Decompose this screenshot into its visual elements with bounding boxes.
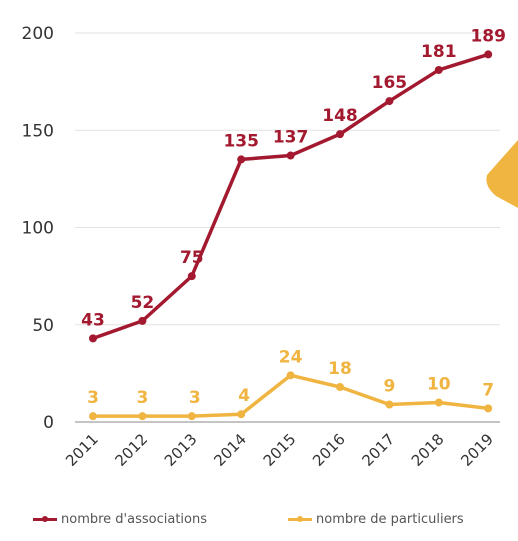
data-label: 10 <box>427 375 451 395</box>
data-point <box>138 316 147 325</box>
y-tick-label: 100 <box>22 219 54 239</box>
x-axis-ticks: 2011 2012 2013 2014 2015 2016 2017 2018 2019 <box>62 430 497 470</box>
x-tick-label: 2014 <box>210 430 250 470</box>
x-tick-label: 2018 <box>408 430 448 470</box>
data-point <box>336 382 344 391</box>
series-0: 43 52 75 135 137 148 165 181 189 <box>81 26 506 343</box>
data-label: 181 <box>421 42 457 62</box>
decorative-orange-shape <box>486 140 518 208</box>
y-axis-ticks: 0 50 100 150 200 <box>22 24 54 433</box>
data-label: 75 <box>180 248 204 268</box>
gridlines <box>75 32 500 423</box>
data-point <box>237 155 246 164</box>
data-point <box>89 334 97 343</box>
x-tick-label: 2015 <box>260 430 300 470</box>
data-point <box>89 412 97 421</box>
data-point <box>187 412 196 421</box>
data-point <box>187 272 196 281</box>
x-tick-label: 2011 <box>62 430 102 470</box>
data-point <box>484 50 493 59</box>
data-label: 7 <box>482 380 494 400</box>
data-label: 18 <box>328 359 352 379</box>
data-label: 24 <box>279 347 303 367</box>
data-point <box>484 404 493 413</box>
x-tick-label: 2017 <box>358 430 398 470</box>
x-tick-label: 2012 <box>111 430 151 470</box>
data-label: 9 <box>383 376 395 396</box>
data-point <box>138 412 147 421</box>
x-tick-label: 2016 <box>309 430 349 470</box>
legend-associations: nombre d'associations <box>33 512 207 527</box>
data-label: 3 <box>136 388 148 408</box>
data-label: 52 <box>131 293 155 313</box>
data-label: 148 <box>322 106 358 126</box>
data-label: 135 <box>223 131 259 151</box>
data-point <box>237 410 246 419</box>
data-point <box>385 400 394 409</box>
y-tick-label: 50 <box>32 316 54 336</box>
data-label: 43 <box>81 310 105 330</box>
data-label: 3 <box>189 388 201 408</box>
data-point <box>286 371 295 380</box>
series-1: 3 3 3 4 24 18 9 10 7 <box>87 347 494 421</box>
legend-particuliers: nombre de particuliers <box>288 512 464 527</box>
data-label: 137 <box>273 128 309 148</box>
data-label: 165 <box>372 73 408 93</box>
x-tick-label: 2013 <box>161 430 201 470</box>
data-point <box>336 130 344 139</box>
data-label: 189 <box>470 26 506 46</box>
data-point <box>286 151 295 160</box>
data-point <box>385 97 394 106</box>
data-point <box>434 398 443 407</box>
legend-label-associations: nombre d'associations <box>61 512 207 527</box>
data-point <box>434 65 443 74</box>
legend-swatch-particuliers <box>288 516 312 522</box>
data-label: 4 <box>238 386 250 406</box>
y-tick-label: 200 <box>22 24 54 44</box>
y-tick-label: 0 <box>43 413 54 433</box>
legend-swatch-associations <box>33 516 57 522</box>
data-label: 3 <box>87 388 99 408</box>
legend-label-particuliers: nombre de particuliers <box>316 512 464 527</box>
x-tick-label: 2019 <box>457 430 497 470</box>
y-tick-label: 150 <box>22 121 54 141</box>
